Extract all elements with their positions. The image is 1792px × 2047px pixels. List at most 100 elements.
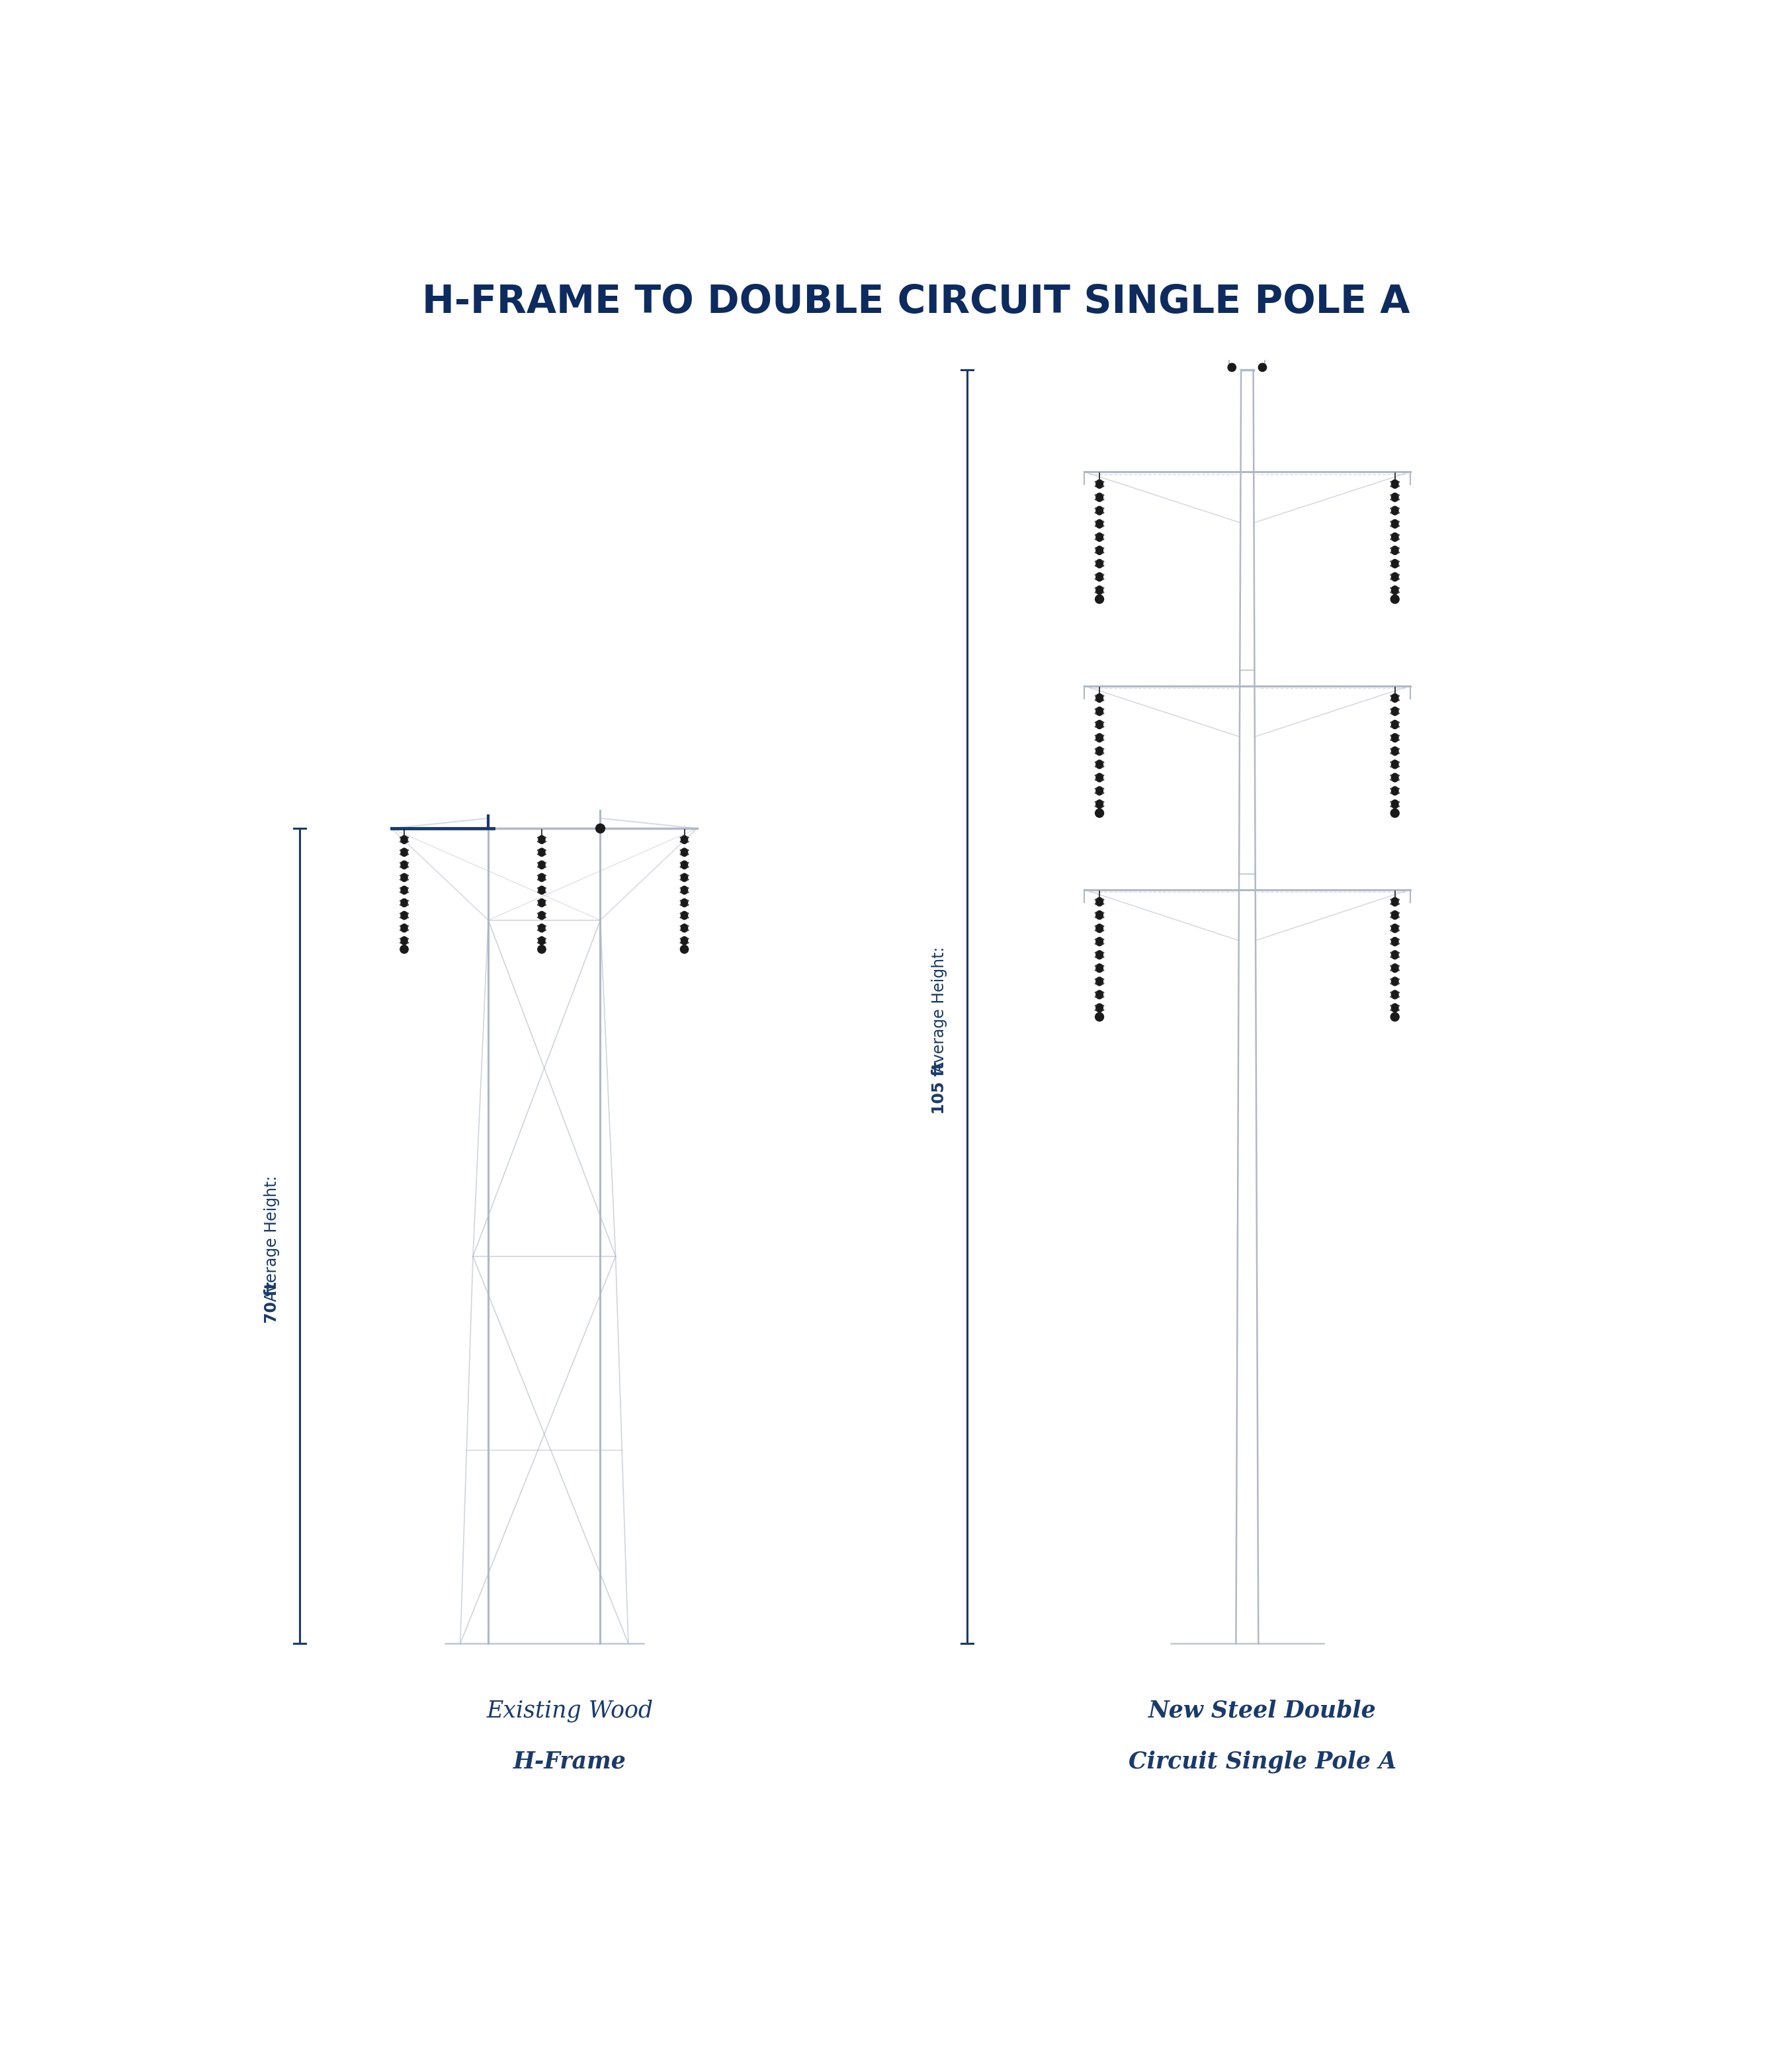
Ellipse shape — [401, 899, 407, 907]
Text: Average Height:: Average Height: — [263, 1171, 280, 1302]
Text: 105 ft: 105 ft — [932, 1062, 946, 1114]
Ellipse shape — [1097, 964, 1102, 972]
Ellipse shape — [1391, 976, 1398, 987]
Ellipse shape — [401, 938, 407, 946]
Ellipse shape — [538, 862, 545, 870]
Text: H-Frame: H-Frame — [513, 1750, 625, 1773]
Ellipse shape — [1097, 479, 1102, 489]
Ellipse shape — [401, 911, 407, 919]
Ellipse shape — [1391, 706, 1398, 716]
Ellipse shape — [1391, 506, 1398, 516]
Ellipse shape — [1097, 1003, 1102, 1011]
Ellipse shape — [1097, 585, 1102, 594]
Ellipse shape — [1391, 559, 1398, 567]
Ellipse shape — [1391, 479, 1398, 489]
Ellipse shape — [1097, 747, 1102, 755]
Ellipse shape — [401, 874, 407, 882]
Text: Existing Wood: Existing Wood — [486, 1699, 652, 1722]
Ellipse shape — [1097, 976, 1102, 987]
Ellipse shape — [681, 923, 688, 931]
Ellipse shape — [681, 911, 688, 919]
Ellipse shape — [538, 874, 545, 882]
Ellipse shape — [1097, 706, 1102, 716]
Ellipse shape — [1097, 950, 1102, 960]
Ellipse shape — [1097, 493, 1102, 502]
Ellipse shape — [538, 923, 545, 931]
Text: 70 ft: 70 ft — [263, 1281, 280, 1322]
Ellipse shape — [401, 886, 407, 895]
Ellipse shape — [1097, 733, 1102, 743]
Ellipse shape — [1097, 520, 1102, 528]
Circle shape — [538, 946, 547, 954]
Ellipse shape — [1097, 694, 1102, 702]
Circle shape — [681, 946, 688, 954]
Ellipse shape — [401, 923, 407, 931]
Ellipse shape — [1097, 911, 1102, 919]
Ellipse shape — [538, 835, 545, 843]
Ellipse shape — [1391, 532, 1398, 540]
Ellipse shape — [1391, 964, 1398, 972]
Ellipse shape — [1391, 694, 1398, 702]
Ellipse shape — [681, 886, 688, 895]
Ellipse shape — [1097, 991, 1102, 999]
Ellipse shape — [1391, 733, 1398, 743]
Text: Average Height:: Average Height: — [932, 942, 946, 1073]
Ellipse shape — [681, 847, 688, 856]
Ellipse shape — [1097, 897, 1102, 907]
Ellipse shape — [681, 835, 688, 843]
Ellipse shape — [1391, 911, 1398, 919]
Ellipse shape — [1391, 520, 1398, 528]
Ellipse shape — [681, 874, 688, 882]
Ellipse shape — [1391, 493, 1398, 502]
Ellipse shape — [538, 911, 545, 919]
Circle shape — [1095, 596, 1104, 604]
Ellipse shape — [1391, 897, 1398, 907]
Ellipse shape — [1391, 747, 1398, 755]
Ellipse shape — [1391, 786, 1398, 794]
Ellipse shape — [681, 862, 688, 870]
Circle shape — [400, 946, 409, 954]
Ellipse shape — [1391, 991, 1398, 999]
Ellipse shape — [1097, 532, 1102, 540]
Ellipse shape — [401, 862, 407, 870]
Ellipse shape — [1097, 923, 1102, 933]
Ellipse shape — [1391, 923, 1398, 933]
Ellipse shape — [1391, 800, 1398, 809]
Ellipse shape — [538, 886, 545, 895]
Text: H-FRAME TO DOUBLE CIRCUIT SINGLE POLE A: H-FRAME TO DOUBLE CIRCUIT SINGLE POLE A — [423, 282, 1410, 321]
Ellipse shape — [1097, 774, 1102, 782]
Circle shape — [1095, 809, 1104, 817]
Ellipse shape — [681, 899, 688, 907]
Ellipse shape — [1097, 547, 1102, 555]
Ellipse shape — [1391, 759, 1398, 768]
Ellipse shape — [1391, 547, 1398, 555]
Ellipse shape — [1097, 559, 1102, 567]
Ellipse shape — [681, 938, 688, 946]
Ellipse shape — [1097, 573, 1102, 581]
Circle shape — [1391, 596, 1400, 604]
Ellipse shape — [1391, 774, 1398, 782]
Ellipse shape — [1097, 786, 1102, 794]
Text: New Steel Double: New Steel Double — [1149, 1699, 1376, 1722]
Circle shape — [1391, 1013, 1400, 1021]
Ellipse shape — [1391, 1003, 1398, 1011]
Ellipse shape — [1391, 721, 1398, 729]
Ellipse shape — [1097, 800, 1102, 809]
Ellipse shape — [538, 847, 545, 856]
Ellipse shape — [401, 835, 407, 843]
Circle shape — [1258, 362, 1267, 371]
Ellipse shape — [1097, 721, 1102, 729]
Ellipse shape — [538, 938, 545, 946]
Ellipse shape — [1097, 938, 1102, 946]
Circle shape — [1391, 809, 1400, 817]
Circle shape — [1095, 1013, 1104, 1021]
Text: Circuit Single Pole A: Circuit Single Pole A — [1129, 1750, 1396, 1773]
Circle shape — [595, 823, 606, 833]
Ellipse shape — [1097, 506, 1102, 516]
Ellipse shape — [538, 899, 545, 907]
Ellipse shape — [1391, 950, 1398, 960]
Ellipse shape — [401, 847, 407, 856]
Ellipse shape — [1391, 573, 1398, 581]
Circle shape — [1228, 362, 1236, 371]
Ellipse shape — [1097, 759, 1102, 768]
